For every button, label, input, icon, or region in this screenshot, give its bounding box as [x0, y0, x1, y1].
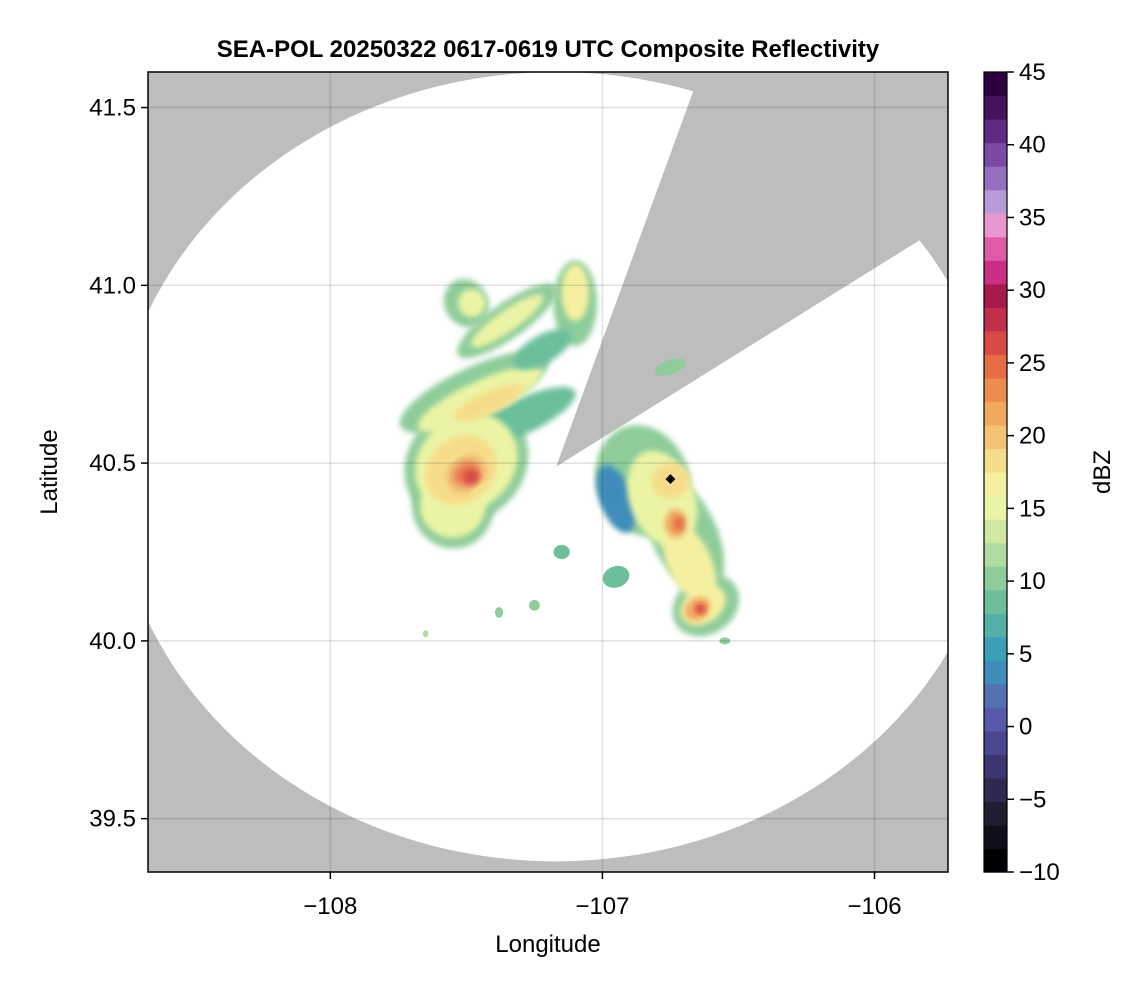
- colorbar-segment: [984, 848, 1007, 873]
- echo-blob: [596, 464, 636, 533]
- y-tick-label: 40.5: [89, 450, 136, 477]
- colorbar-segment: [984, 566, 1007, 591]
- colorbar-segment: [984, 354, 1007, 379]
- y-tick-label: 39.5: [89, 806, 136, 833]
- colorbar-tick-label: −10: [1019, 859, 1060, 886]
- y-tick-label: 41.5: [89, 95, 136, 122]
- echo-blob: [470, 294, 544, 348]
- colorbar-segment: [984, 448, 1007, 473]
- colorbar-segment: [984, 660, 1007, 685]
- colorbar-tick-label: 25: [1019, 350, 1046, 377]
- colorbar-segment: [984, 472, 1007, 497]
- colorbar: −10 −5 0 5 10 15 20 25 30 35 40 45: [983, 59, 1060, 886]
- chart-title: SEA-POL 20250322 0617-0619 UTC Composite…: [217, 36, 880, 63]
- radar-coverage-area: [148, 72, 948, 862]
- echo-blob: [561, 264, 589, 321]
- colorbar-segment: [984, 283, 1007, 308]
- colorbar-segment: [984, 754, 1007, 779]
- colorbar-label: dBZ: [1089, 450, 1116, 494]
- colorbar-segment: [984, 707, 1007, 732]
- colorbar-segment: [984, 260, 1007, 285]
- colorbar-segment: [984, 330, 1007, 355]
- colorbar-segment: [984, 72, 1007, 97]
- x-tick-label: −106: [847, 893, 901, 920]
- reflectivity-echoes: [399, 260, 740, 645]
- colorbar-segment: [984, 119, 1007, 144]
- grid-lines: [148, 72, 948, 872]
- y-axis-label: Latitude: [36, 429, 63, 514]
- colorbar-segment: [984, 824, 1007, 850]
- echo-blob: [422, 630, 429, 638]
- echo-blob: [662, 522, 717, 603]
- colorbar-tick-label: 40: [1019, 132, 1046, 159]
- colorbar-tick-label: 30: [1019, 277, 1046, 304]
- colorbar-tick-label: 10: [1019, 568, 1046, 595]
- echo-blob: [553, 544, 570, 560]
- echo-blob: [458, 289, 486, 318]
- colorbar-segment: [984, 307, 1007, 332]
- echo-blob: [494, 607, 504, 618]
- colorbar-segment: [984, 683, 1007, 708]
- colorbar-segment: [984, 636, 1007, 661]
- echo-blob: [453, 383, 523, 422]
- radar-site-marker: [665, 474, 676, 485]
- colorbar-frame: [983, 71, 1008, 873]
- y-tick-label: 40.0: [89, 628, 136, 655]
- colorbar-tick-label: −5: [1019, 786, 1046, 813]
- colorbar-segment: [984, 777, 1007, 803]
- colorbar-tick-label: 35: [1019, 204, 1046, 231]
- echo-blob: [719, 637, 731, 645]
- y-tick-label: 41.0: [89, 272, 136, 299]
- colorbar-segment: [984, 213, 1007, 238]
- x-axis-label: Longitude: [495, 931, 600, 958]
- colorbar-segment: [984, 589, 1007, 614]
- colorbar-segment: [984, 424, 1007, 450]
- colorbar-segment: [984, 613, 1007, 638]
- x-tick-label: −107: [575, 893, 629, 920]
- colorbar-segment: [984, 377, 1007, 403]
- y-axis-ticks: 39.5 40.0 40.5 41.0 41.5: [89, 95, 148, 833]
- colorbar-segment: [984, 142, 1007, 167]
- echo-blob: [528, 600, 540, 611]
- echo-blob: [513, 328, 572, 370]
- colorbar-segment: [984, 519, 1007, 544]
- colorbar-segment: [984, 95, 1007, 120]
- plot-frame: [147, 71, 949, 873]
- x-tick-label: −108: [303, 893, 357, 920]
- colorbar-tick-label: 45: [1019, 59, 1046, 86]
- echo-blob: [654, 358, 686, 376]
- colorbar-segment: [984, 401, 1007, 426]
- echo-core: [463, 469, 480, 485]
- colorbar-tick-label: 5: [1019, 641, 1032, 668]
- x-axis-ticks: −108 −107 −106: [303, 872, 902, 920]
- colorbar-segment: [984, 495, 1007, 520]
- colorbar-segment: [984, 189, 1007, 214]
- colorbar-segment: [984, 801, 1007, 826]
- echo-core: [673, 516, 685, 531]
- colorbar-segment: [984, 166, 1007, 191]
- colorbar-segment: [984, 236, 1007, 261]
- colorbar-tick-label: 0: [1019, 714, 1032, 741]
- colorbar-tick-label: 20: [1019, 423, 1046, 450]
- echo-blob: [602, 565, 630, 588]
- colorbar-tick-label: 15: [1019, 495, 1046, 522]
- echo-core: [694, 603, 706, 615]
- colorbar-segment: [984, 730, 1007, 755]
- colorbar-segment: [984, 542, 1007, 567]
